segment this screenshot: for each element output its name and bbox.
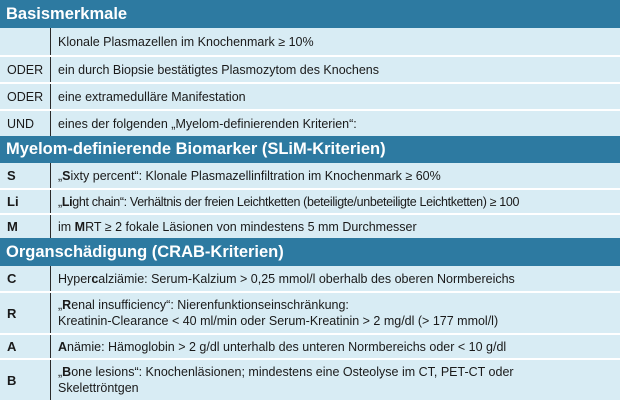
table-row: ODER ein durch Biopsie bestätigtes Plasm… bbox=[0, 55, 620, 82]
text-prefix: „ bbox=[58, 194, 62, 209]
bold-letter: A bbox=[58, 339, 68, 354]
row-text: „Bone lesions“: Knochenläsionen; mindest… bbox=[51, 360, 620, 400]
text-line-2: Skelettröntgen bbox=[58, 381, 139, 395]
text-rest: one lesions“: Knochenläsionen; mindesten… bbox=[71, 365, 514, 379]
table-row: M im MRT ≥ 2 fokale Läsionen von mindest… bbox=[0, 213, 620, 238]
row-label: B bbox=[0, 360, 51, 400]
row-text: „Renal insufficiency“: Nierenfunktionsei… bbox=[51, 293, 620, 333]
text-prefix: „ bbox=[58, 298, 63, 312]
row-label: C bbox=[0, 266, 51, 291]
text-line-2: Kreatinin-Clearance < 40 ml/min oder Ser… bbox=[58, 314, 499, 328]
row-label: M bbox=[0, 215, 51, 238]
bold-letter: S bbox=[62, 168, 71, 183]
section-header-slim: Myelom-definierende Biomarker (SLiM-Krit… bbox=[0, 136, 620, 163]
row-text: „Sixty percent“: Klonale Plasmazellinfil… bbox=[51, 163, 620, 188]
row-text: eine extramedulläre Manifestation bbox=[58, 89, 246, 104]
table-row: Li „Light chain“: Verhältnis der freien … bbox=[0, 188, 620, 213]
row-text: „Light chain“: Verhältnis der freien Lei… bbox=[51, 190, 620, 213]
table-row: S „Sixty percent“: Klonale Plasmazellinf… bbox=[0, 163, 620, 188]
row-label bbox=[0, 28, 51, 55]
text-rest: enal insufficiency“: Nierenfunktionseins… bbox=[71, 298, 349, 312]
section-header-crab: Organschädigung (CRAB-Kriterien) bbox=[0, 238, 620, 266]
text-rest: RT ≥ 2 fokale Läsionen von mindestens 5 … bbox=[85, 219, 417, 234]
row-text: Anämie: Hämoglobin > 2 g/dl unterhalb de… bbox=[51, 335, 620, 358]
text-prefix: „ bbox=[58, 168, 63, 183]
text-rest: alziämie: Serum-Kalzium > 0,25 mmol/l ob… bbox=[98, 271, 515, 286]
table-row: ODER eine extramedulläre Manifestation bbox=[0, 82, 620, 109]
table-row: A Anämie: Hämoglobin > 2 g/dl unterhalb … bbox=[0, 333, 620, 358]
text-rest: ght chain“: Verhältnis der freien Leicht… bbox=[72, 194, 520, 209]
row-label: ODER bbox=[0, 84, 51, 109]
bold-letter: c bbox=[91, 271, 99, 286]
row-label: A bbox=[0, 335, 51, 358]
row-label: ODER bbox=[0, 57, 51, 82]
bold-letter: B bbox=[62, 365, 72, 379]
row-text: ein durch Biopsie bestätigtes Plasmozyto… bbox=[58, 62, 380, 77]
table-row: UND eines der folgenden „Myelom-definier… bbox=[0, 109, 620, 136]
table-row: C Hypercalziämie: Serum-Kalzium > 0,25 m… bbox=[0, 266, 620, 291]
table-row: B „Bone lesions“: Knochenläsionen; minde… bbox=[0, 358, 620, 400]
row-label: Li bbox=[0, 190, 51, 213]
text-prefix: Hyper bbox=[58, 271, 92, 286]
row-label: R bbox=[0, 293, 51, 333]
text-prefix: im bbox=[58, 219, 75, 234]
bold-letter: R bbox=[62, 298, 72, 312]
row-text: Klonale Plasmazellen im Knochenmark ≥ 10… bbox=[58, 34, 314, 49]
table-row: Klonale Plasmazellen im Knochenmark ≥ 10… bbox=[0, 28, 620, 55]
text-prefix: „ bbox=[58, 365, 63, 379]
text-rest: ixty percent“: Klonale Plasmazellinfiltr… bbox=[70, 168, 441, 183]
row-label: S bbox=[0, 163, 51, 188]
row-label: UND bbox=[0, 111, 51, 136]
row-text: im MRT ≥ 2 fokale Läsionen von mindesten… bbox=[51, 215, 620, 238]
table-row: R „Renal insufficiency“: Nierenfunktions… bbox=[0, 291, 620, 333]
section-header-basismerkmale: Basismerkmale bbox=[0, 0, 620, 28]
row-text: eines der folgenden „Myelom-definierende… bbox=[58, 116, 357, 131]
text-rest: nämie: Hämoglobin > 2 g/dl unterhalb des… bbox=[67, 339, 507, 354]
bold-letter: M bbox=[74, 219, 86, 234]
bold-letter: Li bbox=[61, 194, 73, 209]
row-text: Hypercalziämie: Serum-Kalzium > 0,25 mmo… bbox=[51, 266, 620, 291]
